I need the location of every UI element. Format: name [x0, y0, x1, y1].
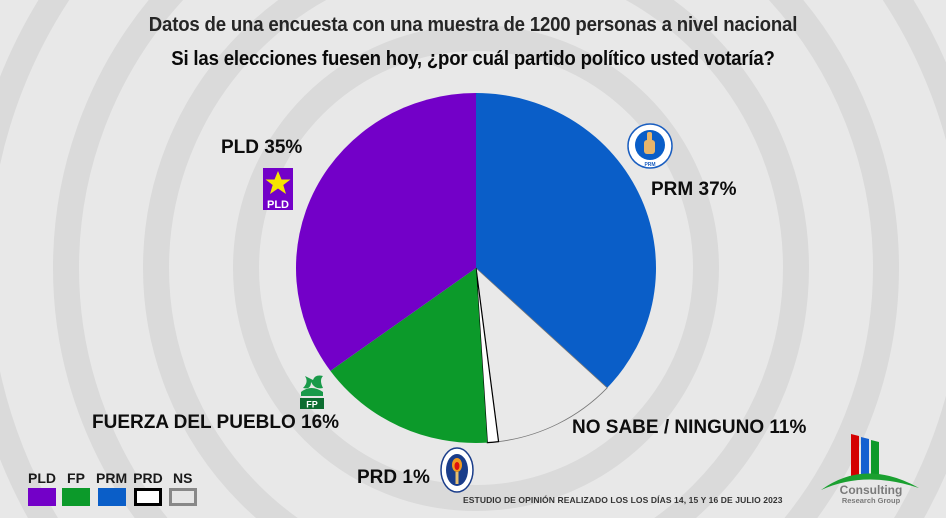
legend-label: PRM	[96, 470, 128, 486]
legend-swatch	[62, 488, 90, 506]
chart-title: Datos de una encuesta con una muestra de…	[148, 14, 798, 36]
prm-logo-text: PRM	[644, 162, 655, 168]
legend-label: FP	[67, 470, 85, 486]
legend-swatch	[28, 488, 56, 506]
pld-star-logo-icon: PLD	[263, 168, 293, 210]
pie-slice-prd	[475, 267, 500, 444]
legend-label: NS	[172, 470, 193, 486]
legend-item-ns: NS	[168, 470, 197, 506]
prd-torch-logo-icon	[440, 447, 474, 493]
legend-label: PLD	[28, 470, 56, 486]
brand-sub: Research Group	[842, 496, 901, 505]
consulting-bars-logo-icon: Consulting Research Group	[821, 434, 919, 505]
fp-logo-text: FP	[306, 400, 318, 410]
pie-slice-pld	[296, 93, 476, 371]
chart-legend: PLD FP PRM PRD NS	[28, 470, 203, 506]
label-ns: NO SABE / NINGUNO 11%	[572, 417, 807, 438]
label-fp: FUERZA DEL PUEBLO 16%	[92, 412, 340, 433]
pie-slice-ns	[475, 266, 608, 443]
legend-swatch	[97, 488, 126, 506]
legend-item-prd: PRD	[133, 470, 163, 506]
legend-swatch	[168, 488, 197, 506]
footer-note: ESTUDIO DE OPINIÓN REALIZADO LOS LOS DÍA…	[463, 495, 783, 505]
label-prm: PRM 37%	[651, 179, 737, 200]
pie-slice-fp	[330, 268, 488, 443]
chart-question: Si las elecciones fuesen hoy, ¿por cuál …	[171, 48, 775, 70]
brand-name: Consulting	[840, 483, 903, 497]
legend-item-fp: FP	[62, 470, 90, 506]
legend-item-prm: PRM	[96, 470, 127, 506]
prm-thumbs-up-logo-icon: PRM	[627, 123, 673, 169]
legend-label: PRD	[133, 470, 163, 486]
label-prd: PRD 1%	[357, 467, 430, 488]
label-pld: PLD 35%	[221, 137, 303, 158]
pld-logo-text: PLD	[267, 199, 289, 210]
legend-swatch	[133, 488, 162, 506]
pie-slice-prm	[476, 93, 656, 388]
fp-flower-logo-icon: FP	[300, 370, 324, 410]
legend-item-pld: PLD	[28, 470, 56, 506]
